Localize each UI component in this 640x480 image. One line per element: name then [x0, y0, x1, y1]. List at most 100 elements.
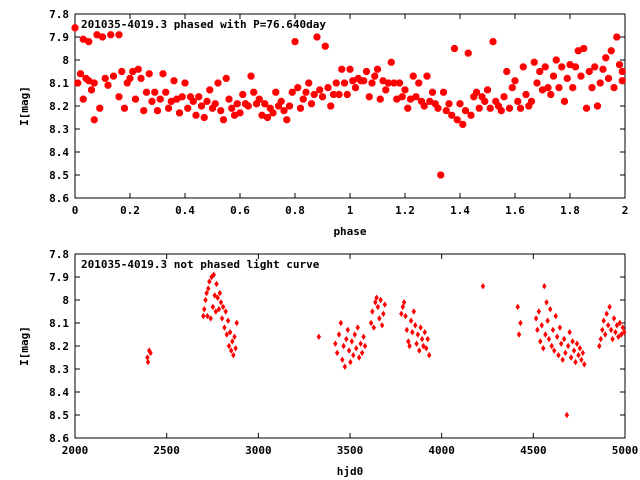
- phased-data-point: [101, 74, 109, 82]
- unphased-data-point: [227, 329, 233, 336]
- unphased-data-point: [601, 317, 606, 324]
- phased-data-point: [297, 104, 304, 112]
- phased-data-point: [330, 91, 337, 98]
- unphased-data-point: [207, 278, 212, 285]
- unphased-data-point: [560, 356, 565, 363]
- phased-data-point: [508, 84, 516, 92]
- unphased-data-point: [610, 335, 615, 343]
- unphased-data-point: [579, 356, 584, 363]
- unphased-data-point: [362, 342, 368, 350]
- phased-data-point: [137, 74, 145, 82]
- unphased-data-point: [564, 411, 570, 419]
- unphased-data-point: [580, 349, 586, 357]
- unphased-data-point: [211, 271, 216, 278]
- phased-data-point: [412, 93, 420, 101]
- unphased-data-point: [541, 345, 546, 352]
- phased-x-axis-label: phase: [333, 225, 366, 238]
- unphased-data-point: [333, 340, 338, 347]
- phased-data-point: [324, 84, 332, 92]
- unphased-data-point: [379, 322, 385, 329]
- unphased-data-point: [218, 299, 224, 306]
- phased-data-point: [541, 63, 549, 71]
- phased-data-point: [206, 86, 214, 94]
- unphased-data-point: [614, 322, 620, 329]
- unphased-data-point: [341, 342, 346, 350]
- unphased-data-point: [201, 312, 206, 320]
- phased-data-point: [151, 88, 159, 96]
- phased-data-point: [176, 109, 183, 117]
- unphased-data-point: [619, 331, 624, 338]
- unphased-data-point: [215, 294, 220, 301]
- phased-data-point: [618, 77, 626, 85]
- phased-data-point: [222, 74, 230, 82]
- phased-data-point: [255, 95, 263, 103]
- unphased-data-point: [597, 342, 602, 350]
- unphased-y-tick-label: 8.2: [49, 340, 69, 353]
- phased-data-point: [286, 102, 293, 110]
- phased-data-point: [104, 81, 112, 89]
- phased-data-point: [396, 79, 403, 87]
- phased-y-tick-label: 8.4: [49, 146, 69, 159]
- phased-data-point: [110, 72, 117, 80]
- phased-x-tick-label: 0.4: [175, 204, 195, 217]
- unphased-x-axis-label: hjd0: [337, 465, 364, 478]
- phased-data-point: [569, 84, 577, 92]
- phased-data-point: [591, 63, 599, 71]
- phased-x-tick-label: 1.8: [560, 204, 580, 217]
- phased-data-point: [299, 95, 307, 103]
- phased-data-point: [453, 116, 461, 124]
- unphased-data-point: [206, 285, 211, 292]
- phased-data-point: [607, 47, 615, 55]
- phased-data-point: [203, 97, 211, 105]
- unphased-data-point: [399, 310, 404, 317]
- phased-data-point: [211, 100, 219, 108]
- phased-data-point: [173, 95, 181, 103]
- phased-data-point: [566, 61, 574, 69]
- unphased-x-tick-label: 5000: [612, 444, 639, 457]
- phased-y-tick-label: 7.9: [49, 31, 69, 44]
- phased-data-point: [140, 107, 148, 115]
- unphased-data-point: [422, 329, 427, 336]
- unphased-data-point: [408, 317, 414, 324]
- phased-data-point: [90, 116, 98, 124]
- phased-data-point: [594, 102, 601, 110]
- phased-data-point: [365, 93, 373, 101]
- unphased-data-point: [217, 289, 223, 297]
- unphased-data-point: [550, 326, 556, 334]
- phased-data-point: [409, 72, 417, 80]
- unphased-data-point: [229, 347, 234, 354]
- phased-data-point: [544, 84, 552, 92]
- phased-y-tick-label: 8.5: [49, 169, 69, 182]
- unphased-data-point: [348, 358, 353, 366]
- phased-data-point: [550, 72, 557, 80]
- unphased-data-points: [145, 271, 627, 419]
- unphased-data-point: [553, 312, 558, 320]
- unphased-data-point: [400, 303, 405, 311]
- phased-data-point: [434, 104, 442, 112]
- phased-data-point: [387, 58, 395, 66]
- unphased-x-tick-label: 3500: [337, 444, 364, 457]
- phased-data-point: [346, 65, 354, 73]
- unphased-data-point: [617, 319, 623, 327]
- phased-data-point: [198, 102, 205, 110]
- phased-data-point: [244, 102, 252, 110]
- unphased-x-tick-label: 4000: [428, 444, 455, 457]
- unphased-x-tick-label: 2000: [62, 444, 89, 457]
- unphased-data-point: [425, 335, 430, 343]
- phased-data-point: [393, 95, 401, 103]
- phased-y-tick-label: 8.2: [49, 100, 69, 113]
- unphased-data-point: [567, 329, 572, 336]
- phased-data-point: [148, 97, 156, 105]
- phased-data-point: [371, 72, 379, 80]
- phased-data-point: [269, 109, 277, 117]
- phased-data-point: [189, 97, 197, 105]
- phased-data-point: [503, 68, 511, 75]
- phased-data-point: [74, 79, 82, 87]
- phased-data-point: [596, 79, 604, 87]
- unphased-light-curve-panel: 2000 2500 3000 3500 4000 4500 5000 7.8 7.9 8 8.1 8.…: [18, 248, 638, 478]
- phased-data-point: [464, 49, 472, 57]
- phased-data-point: [511, 77, 519, 85]
- phased-data-point: [335, 91, 343, 98]
- unphased-data-point: [600, 326, 605, 334]
- phased-data-point: [437, 171, 445, 179]
